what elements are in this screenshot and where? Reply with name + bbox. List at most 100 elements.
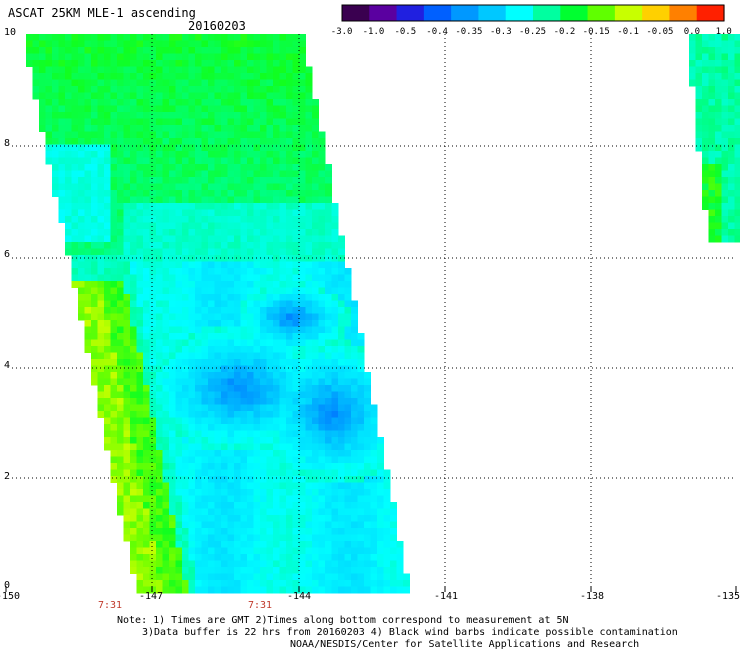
swath-cell xyxy=(208,274,215,282)
swath-cell xyxy=(227,86,235,93)
swath-cell xyxy=(227,573,235,581)
swath-cell xyxy=(143,248,150,256)
swath-cell xyxy=(299,346,306,353)
swath-cell xyxy=(201,469,209,477)
swath-cell xyxy=(175,307,183,314)
swath-cell xyxy=(286,300,293,308)
swath-cell xyxy=(104,333,111,340)
swath-cell xyxy=(273,170,280,178)
swath-cell xyxy=(234,365,241,373)
swath-cell xyxy=(253,586,261,594)
swath-cell xyxy=(182,66,189,74)
swath-cell xyxy=(169,339,176,347)
swath-cell xyxy=(305,261,313,269)
swath-cell xyxy=(130,79,137,87)
swath-cell xyxy=(110,183,118,191)
swath-cell xyxy=(123,131,131,139)
swath-cell xyxy=(344,333,352,340)
swath-cell xyxy=(169,326,176,334)
swath-cell xyxy=(305,268,313,275)
swath-cell xyxy=(292,450,300,457)
swath-cell xyxy=(136,268,144,275)
swath-cell xyxy=(260,118,267,126)
swath-cell xyxy=(240,307,248,314)
swath-cell xyxy=(708,190,716,197)
swath-cell xyxy=(149,261,157,269)
swath-cell xyxy=(214,144,222,152)
swath-cell xyxy=(182,404,189,412)
swath-cell xyxy=(370,417,378,425)
swath-cell xyxy=(136,157,144,165)
swath-cell xyxy=(292,398,300,405)
swath-cell xyxy=(221,437,228,444)
swath-cell xyxy=(273,326,280,334)
swath-cell xyxy=(123,456,131,464)
swath-cell xyxy=(123,469,131,477)
swath-cell xyxy=(357,463,365,470)
swath-cell xyxy=(383,482,391,490)
swath-cell xyxy=(721,170,729,178)
swath-cell xyxy=(208,502,215,509)
swath-cell xyxy=(266,495,274,503)
swath-cell xyxy=(201,112,209,119)
swath-cell xyxy=(292,359,300,366)
swath-cell xyxy=(227,424,235,431)
swath-cell xyxy=(117,450,124,457)
swath-cell xyxy=(292,118,300,126)
swath-cell xyxy=(169,333,176,340)
swath-cell xyxy=(234,495,241,503)
swath-cell xyxy=(130,352,137,360)
swath-cell xyxy=(71,190,79,197)
swath-cell xyxy=(286,170,293,178)
swath-cell xyxy=(286,346,293,353)
swath-cell xyxy=(279,502,287,509)
swath-cell xyxy=(227,157,235,165)
swath-cell xyxy=(292,281,300,288)
swath-cell xyxy=(299,281,306,288)
swath-cell xyxy=(136,586,144,594)
swath-cell xyxy=(195,99,202,106)
swath-cell xyxy=(286,92,293,100)
swath-cell xyxy=(708,183,716,191)
swath-cell xyxy=(260,521,267,529)
swath-cell xyxy=(110,385,118,392)
swath-cell xyxy=(182,47,189,54)
swath-cell xyxy=(351,515,358,522)
swath-cell xyxy=(331,222,339,230)
swath-cell xyxy=(143,573,150,581)
swath-cell xyxy=(97,235,105,243)
swath-cell xyxy=(299,164,306,171)
swath-cell xyxy=(279,164,287,171)
swath-cell xyxy=(305,502,313,509)
swath-cell xyxy=(721,34,729,41)
swath-cell xyxy=(266,313,274,321)
swath-cell xyxy=(383,554,391,561)
swath-cell xyxy=(299,378,306,386)
swath-cell xyxy=(123,92,131,100)
swath-cell xyxy=(104,118,111,126)
swath-cell xyxy=(253,417,261,425)
swath-cell xyxy=(734,66,740,74)
swath-cell xyxy=(279,333,287,340)
swath-cell xyxy=(156,547,163,555)
swath-cell xyxy=(318,157,326,165)
swath-cell xyxy=(97,365,105,373)
swath-cell xyxy=(123,300,131,308)
swath-cell xyxy=(370,586,378,594)
swath-cell xyxy=(344,450,352,457)
swath-cell xyxy=(221,300,228,308)
swath-cell xyxy=(234,261,241,269)
swath-cell xyxy=(715,105,722,113)
swath-cell xyxy=(104,359,111,366)
swath-cell xyxy=(325,346,332,353)
swath-cell xyxy=(143,229,150,236)
swath-cell xyxy=(312,222,319,230)
swath-cell xyxy=(286,424,293,431)
swath-cell xyxy=(123,346,131,353)
swath-cell xyxy=(130,222,137,230)
swath-cell xyxy=(169,294,176,301)
swath-cell xyxy=(149,281,157,288)
swath-cell xyxy=(91,92,98,100)
swath-cell xyxy=(130,424,137,431)
swath-cell xyxy=(227,515,235,522)
